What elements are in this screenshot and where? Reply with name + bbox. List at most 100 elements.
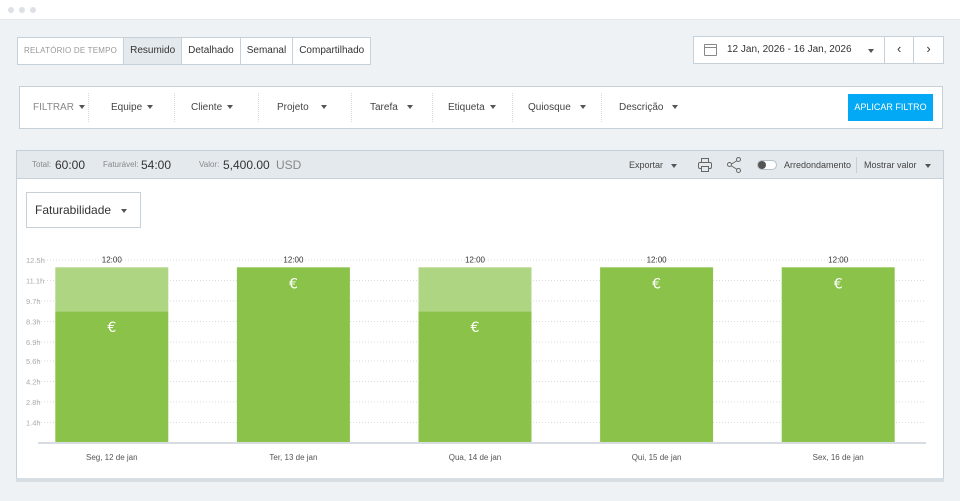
- filter-tarefa[interactable]: Tarefa: [370, 87, 413, 128]
- billable-label: Faturável:: [103, 160, 139, 169]
- chevron-down-icon: [121, 208, 128, 213]
- export-label: Exportar: [629, 160, 664, 170]
- filter-quiosque[interactable]: Quiosque: [528, 87, 586, 128]
- amount-unit: USD: [276, 158, 302, 172]
- filter-menu-button[interactable]: FILTRAR: [33, 87, 85, 128]
- y-tick-label: 9.7h: [26, 297, 41, 306]
- bar-total-label: 12:00: [647, 255, 668, 264]
- toggle-knob: [758, 161, 766, 169]
- bar-total-label: 12:00: [465, 255, 486, 264]
- divider: [856, 157, 857, 173]
- filter-quiosque-label: Quiosque: [528, 102, 571, 113]
- chevron-down-icon: [671, 163, 678, 168]
- share-icon[interactable]: [726, 157, 742, 173]
- y-tick-label: 2.8h: [26, 398, 41, 407]
- billability-chart: 1.4h 2.8h 4.2h 5.6h 6.9h 8.3h 9.7h 11.1h 12.5h €1…: [26, 255, 926, 462]
- filter-equipe-label: Equipe: [111, 102, 143, 113]
- filter-etiqueta-label: Etiqueta: [448, 102, 485, 113]
- amount-label: Valor:: [199, 160, 220, 169]
- y-tick-label: 1.4h: [26, 419, 41, 428]
- divider: [174, 93, 175, 122]
- grouping-value: Faturabilidade: [35, 203, 112, 217]
- total-label: Total:: [32, 160, 52, 169]
- date-range-field[interactable]: 12 Jan, 2026 - 16 Jan, 2026: [694, 37, 886, 63]
- chevron-down-icon: [320, 105, 327, 110]
- euro-icon: €: [652, 276, 661, 292]
- y-tick-label: 12.5h: [26, 256, 45, 265]
- window-minimize-dot[interactable]: [19, 7, 25, 13]
- filter-bar: FILTRAR Equipe Cliente Projeto Tarefa Et…: [19, 86, 943, 129]
- divider: [432, 93, 433, 122]
- bar-segment-billable: [55, 311, 169, 443]
- x-category-label: Sex, 16 de jan: [813, 453, 864, 462]
- bar-segment-billable: [600, 267, 714, 443]
- bar-segment-billable: [236, 267, 350, 443]
- bar-total-label: 12:00: [283, 255, 304, 264]
- report-tabs: RELATÓRIO DE TEMPO Resumido Detalhado Se…: [17, 37, 372, 65]
- filter-etiqueta[interactable]: Etiqueta: [448, 87, 496, 128]
- next-week-button[interactable]: ›: [926, 41, 931, 56]
- y-tick-label: 4.2h: [26, 378, 41, 387]
- divider: [512, 93, 513, 122]
- filter-label: FILTRAR: [33, 102, 74, 113]
- euro-icon: €: [834, 276, 843, 292]
- divider: [601, 93, 602, 122]
- tab-compartilhado[interactable]: Compartilhado: [292, 38, 370, 64]
- y-tick-label: 6.9h: [26, 338, 41, 347]
- rounding-label: Arredondamento: [784, 160, 852, 170]
- filter-projeto[interactable]: Projeto: [277, 87, 327, 128]
- tab-semanal[interactable]: Semanal: [239, 38, 292, 64]
- chevron-down-icon: [147, 105, 154, 110]
- y-tick-label: 5.6h: [26, 357, 41, 366]
- show-value-label: Mostrar valor: [864, 160, 917, 170]
- chevron-down-icon: [924, 163, 931, 168]
- bar-segment-billable: [781, 267, 895, 443]
- chevron-down-icon: [78, 105, 85, 110]
- grouping-select[interactable]: Faturabilidade: [26, 192, 141, 228]
- billable-value: 54:00: [141, 158, 172, 172]
- total-value: 60:00: [55, 158, 86, 172]
- divider: [351, 93, 352, 122]
- filter-cliente-label: Cliente: [191, 102, 223, 113]
- chevron-down-icon: [579, 105, 586, 110]
- window-titlebar: [0, 0, 960, 20]
- printer-icon[interactable]: [698, 158, 712, 172]
- filter-cliente[interactable]: Cliente: [191, 87, 234, 128]
- chevron-down-icon: [227, 105, 234, 110]
- previous-week-button[interactable]: ‹: [885, 37, 915, 63]
- y-tick-label: 11.1h: [26, 276, 44, 285]
- window-close-dot[interactable]: [8, 7, 14, 13]
- apply-filter-button[interactable]: APLICAR FILTRO: [848, 94, 933, 121]
- report-tabs-label: RELATÓRIO DE TEMPO: [24, 46, 118, 55]
- chevron-down-icon: [489, 105, 496, 110]
- chevron-down-icon: [406, 105, 413, 110]
- filter-tarefa-label: Tarefa: [370, 102, 398, 113]
- chevron-down-icon: [868, 49, 875, 53]
- amount-value: 5,400.00: [223, 158, 270, 172]
- rounding-toggle[interactable]: [757, 160, 777, 170]
- filter-descricao[interactable]: Descrição: [619, 87, 679, 128]
- bar-total-label: 12:00: [102, 255, 123, 264]
- date-range-picker: 12 Jan, 2026 - 16 Jan, 2026 ‹ ›: [693, 36, 944, 64]
- bar-total-label: 12:00: [828, 255, 849, 264]
- bar-segment-billable: [418, 311, 532, 443]
- show-value-button[interactable]: Mostrar valor: [864, 151, 931, 179]
- tab-detalhado[interactable]: Detalhado: [181, 38, 240, 64]
- tab-resumido[interactable]: Resumido: [123, 38, 182, 64]
- calendar-icon: [704, 44, 717, 56]
- filter-projeto-label: Projeto: [277, 102, 309, 113]
- euro-icon: €: [289, 276, 298, 292]
- export-button[interactable]: Exportar: [629, 151, 678, 179]
- bar-segment-non-billable: [418, 267, 532, 312]
- x-category-label: Qua, 14 de jan: [449, 453, 501, 462]
- euro-icon: €: [471, 320, 480, 336]
- x-category-label: Qui, 15 de jan: [632, 453, 682, 462]
- y-tick-label: 8.3h: [26, 317, 41, 326]
- panel-footer: [16, 478, 944, 482]
- x-category-label: Ter, 13 de jan: [269, 453, 317, 462]
- bar-segment-non-billable: [55, 267, 169, 312]
- filter-equipe[interactable]: Equipe: [111, 87, 154, 128]
- chevron-down-icon: [672, 105, 679, 110]
- window-maximize-dot[interactable]: [30, 7, 36, 13]
- summary-bar: Total: 60:00 Faturável: 54:00 Valor: 5,4…: [17, 151, 943, 179]
